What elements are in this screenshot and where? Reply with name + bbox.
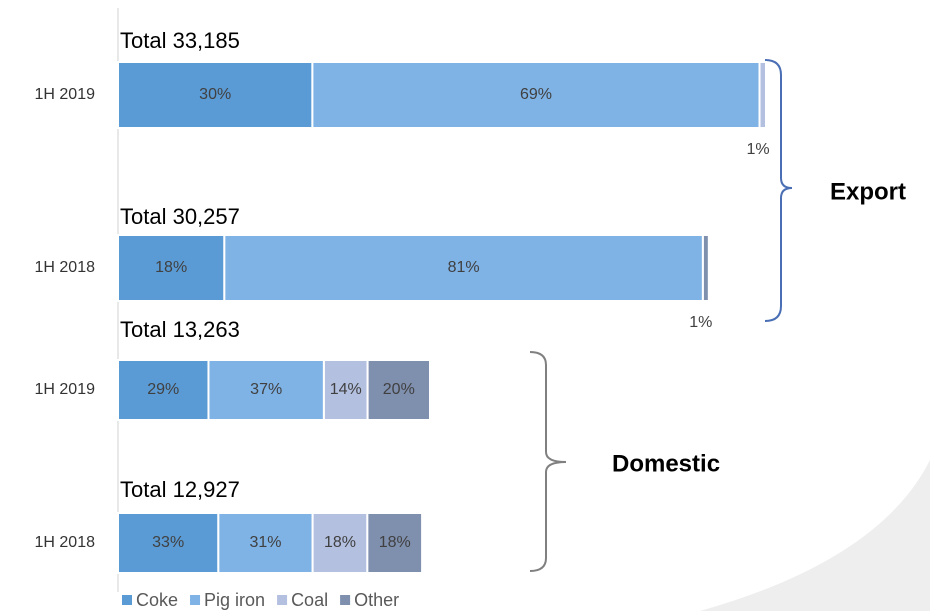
data-label: 1%: [689, 314, 712, 331]
data-label: 14%: [330, 381, 362, 398]
legend-label: Coal: [291, 590, 328, 610]
data-label: 29%: [147, 381, 179, 398]
bar-segment: [366, 512, 424, 574]
group-label: Domestic: [612, 450, 720, 477]
bar-segment: [366, 359, 432, 421]
background-swoosh: [700, 460, 930, 611]
category-label: 1H 2019: [35, 86, 96, 103]
group-label: Export: [830, 178, 906, 205]
legend-swatch: [190, 595, 201, 605]
legend-label: Other: [354, 590, 399, 610]
data-label: 81%: [448, 259, 480, 276]
data-label: 33%: [152, 534, 184, 551]
export-bracket: [764, 59, 793, 322]
bar-segment: [311, 512, 369, 574]
bar-segment: [701, 234, 710, 302]
legend-label: Pig iron: [204, 590, 265, 610]
data-label: 18%: [324, 534, 356, 551]
data-label: 37%: [250, 381, 282, 398]
bar-segment: [117, 234, 226, 302]
bar-segment: [217, 512, 314, 574]
category-label: 1H 2019: [35, 381, 96, 398]
bar-segment: [758, 61, 768, 129]
data-label: 30%: [199, 86, 231, 103]
total-label: Total 30,257: [120, 204, 240, 229]
category-label: 1H 2018: [35, 259, 96, 276]
category-label: 1H 2018: [35, 534, 96, 551]
total-label: Total 12,927: [120, 477, 240, 502]
legend-label: Coke: [136, 590, 178, 610]
data-label: 1%: [746, 141, 769, 158]
bar-segment: [311, 61, 761, 129]
legend-swatch: [277, 595, 288, 605]
bar-segment: [117, 512, 220, 574]
legend-swatch: [122, 595, 132, 605]
data-label: 31%: [249, 534, 281, 551]
legend-swatch: [340, 595, 351, 605]
total-label: Total 33,185: [120, 28, 240, 53]
total-label: Total 13,263: [120, 317, 240, 342]
data-label: 18%: [379, 534, 411, 551]
data-label: 20%: [383, 381, 415, 398]
data-label: 18%: [155, 259, 187, 276]
data-label: 69%: [520, 86, 552, 103]
domestic-bracket: [529, 351, 567, 572]
